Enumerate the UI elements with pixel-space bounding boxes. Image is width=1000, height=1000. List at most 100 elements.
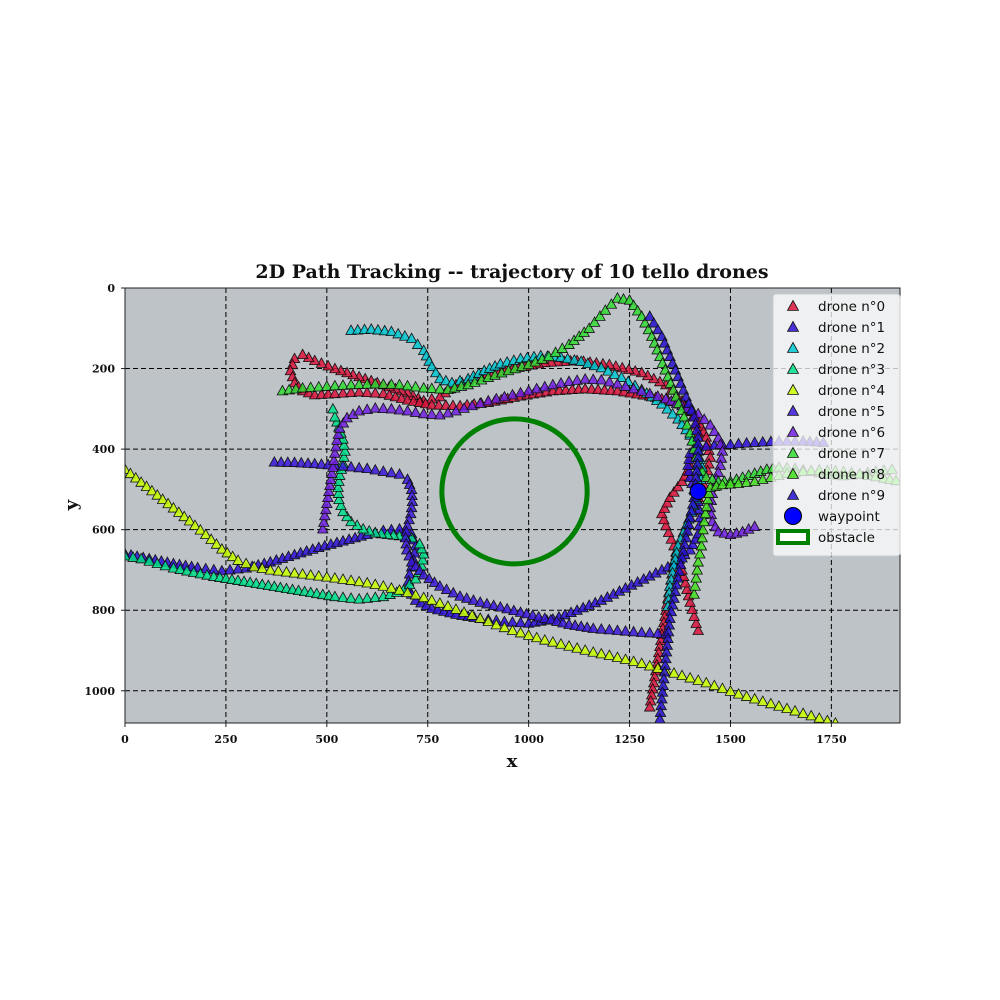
trajectory-point [595,647,608,659]
trajectory-point [611,377,624,389]
trajectory-point [272,564,285,576]
trajectory-point [514,626,527,638]
trajectory-point [151,557,164,569]
trajectory-point [361,592,374,603]
trajectory-point [568,353,581,365]
trajectory-point [506,624,519,635]
legend-label: drone n°7 [818,446,885,462]
trajectory-point [296,348,309,360]
waypoint-layer [689,482,707,500]
trajectory-point [701,493,714,505]
trajectory-point [183,514,196,526]
trajectory-point [789,704,801,716]
trajectory-point [481,597,493,609]
trajectory-point [698,515,711,527]
trajectory-point [318,509,331,521]
trajectory-point [205,533,217,544]
trajectory-point [345,386,357,398]
trajectory-point [740,476,753,487]
trajectory-point [433,597,446,608]
trajectory-point [416,553,429,565]
trajectory-point [693,547,706,559]
trajectory-point [599,304,612,315]
trajectory-point [425,594,438,605]
trajectory-point [296,381,309,393]
trajectory-point [724,477,737,489]
obstacle-layer [439,416,590,567]
trajectory-point [125,549,131,561]
trajectory-point [325,467,338,478]
y-tick-label: 400 [92,443,115,456]
trajectory-point [642,323,655,335]
trajectory-point [162,497,174,509]
trajectory-point [320,380,333,391]
trajectory-point [353,461,365,473]
trajectory-point [740,436,753,448]
trajectory-point [538,634,551,645]
legend-label: drone n°0 [818,299,885,315]
trajectory-point [555,377,567,388]
trajectory-point [579,644,592,655]
trajectory-point [316,522,329,534]
trajectory-point [732,477,745,488]
trajectory-point [174,563,187,574]
trajectory-point [643,626,656,638]
trajectory-point [594,310,606,321]
trajectory-point [764,697,777,709]
trajectory-point [507,604,520,616]
x-tick-label: 250 [214,733,237,746]
x-tick-label: 500 [315,733,338,746]
trajectory-point [201,569,213,580]
trajectory-point [615,371,628,382]
trajectory-point [329,379,341,391]
trajectory-point [361,378,374,389]
trajectory-point [619,625,632,636]
trajectory-point [181,564,193,576]
y-tick-label: 1000 [84,685,115,698]
trajectory-point [221,546,234,558]
trajectory-point [696,531,709,543]
trajectory-point [704,418,717,430]
trajectory-point [682,459,694,470]
trajectory-point [619,380,632,391]
series-drone-5 [268,455,672,639]
trajectory-point [433,382,446,394]
trajectory-point [135,476,148,487]
trajectory-point [256,562,269,573]
waypoint-marker [689,482,707,500]
trajectory-point [732,687,745,699]
trajectory-point [587,373,600,384]
trajectory-point [329,447,341,458]
trajectory-point [514,616,527,628]
trajectory-point [563,375,575,387]
trajectory-point [409,406,422,417]
trajectory-point [732,437,745,449]
trajectory-point [662,526,675,537]
trajectory-point [393,468,406,479]
axis-ticks: 0 250 500 750 1000 1250 1500 1750 0 200 400 600 800 1… [84,282,847,746]
trajectory-point [695,539,708,551]
trajectory-point [304,381,317,392]
trajectory-point [643,659,656,671]
trajectory-point [296,567,309,579]
trajectory-point [684,671,696,683]
trajectory-point [189,519,201,530]
trajectory-point [304,568,317,580]
trajectory-point [280,565,293,577]
trajectory-point [668,667,680,678]
trajectory-point [428,576,441,587]
trajectory-point [328,454,340,465]
legend-marker [786,467,800,479]
trajectory-point [392,327,405,339]
trajectory-point [413,537,426,549]
trajectory-point [603,375,616,387]
y-tick-label: 0 [107,282,115,295]
chart-title: 2D Path Tracking -- trajectory of 10 tel… [255,261,768,283]
trajectory-point [417,381,430,393]
trajectory-point [167,561,180,573]
trajectory-point [393,403,406,415]
trajectory-point [320,570,333,582]
trajectory-point [643,310,656,321]
trajectory-point [661,496,674,508]
trajectory-point [332,428,345,439]
